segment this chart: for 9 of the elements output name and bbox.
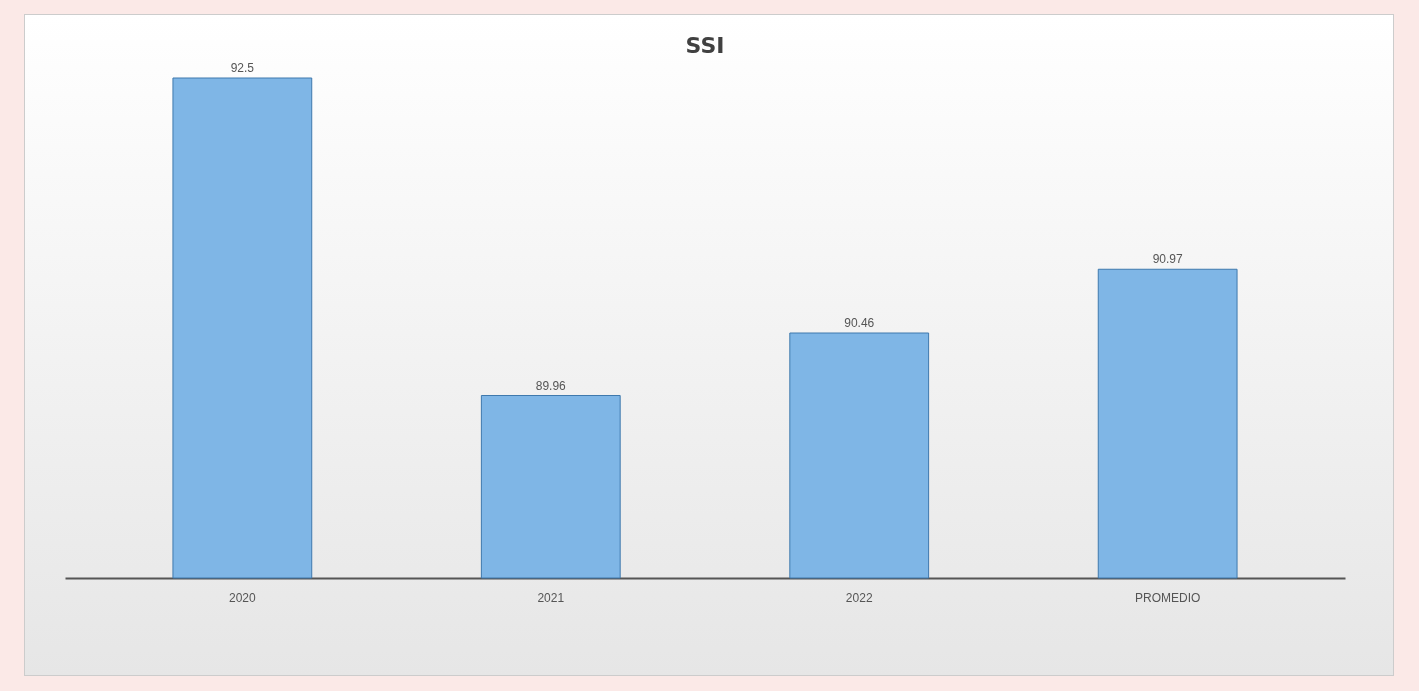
data-label: 92.5 [230, 61, 255, 75]
x-tick-label: 2021 [537, 590, 565, 605]
data-label: 90.97 [1152, 252, 1183, 267]
data-label: 89.96 [535, 378, 567, 393]
chart-title: SSI [685, 33, 725, 58]
data-label: 90.46 [844, 316, 875, 330]
x-tick-label: 2020 [229, 590, 257, 605]
x-tick-label: 2022 [845, 590, 873, 605]
x-tick-label: PROMEDIO [1134, 590, 1201, 605]
